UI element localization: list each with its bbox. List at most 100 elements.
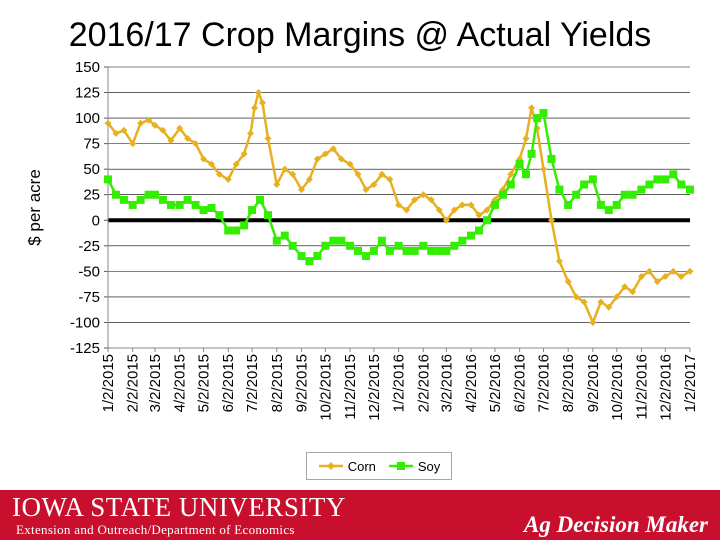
- corn-point: [104, 119, 112, 127]
- soy-point: [435, 246, 444, 255]
- y-tick-label: 75: [83, 136, 100, 153]
- y-tick-label: -25: [78, 238, 100, 255]
- chart-plot: 150 125 100 75 50 25 0 -25 -50 -75 -100 -125 1/2/20…: [25, 59, 699, 421]
- x-tick-label: 6/2/2015: [220, 354, 237, 412]
- corn-point: [254, 89, 262, 97]
- corn-point: [120, 126, 128, 134]
- x-tick-label: 3/2/2015: [147, 354, 164, 412]
- corn-point: [395, 201, 403, 209]
- corn-point: [313, 155, 321, 163]
- soy-point: [467, 231, 476, 240]
- y-tick-label: 50: [83, 161, 100, 178]
- corn-point: [264, 135, 272, 143]
- corn-point: [250, 104, 258, 112]
- corn-point: [289, 170, 297, 178]
- corn-point: [458, 201, 466, 209]
- soy-point: [104, 175, 112, 184]
- corn-point: [419, 191, 427, 199]
- soy-point: [475, 226, 484, 235]
- corn-point: [555, 257, 563, 265]
- x-tick-label: 2/2/2016: [415, 354, 432, 412]
- soy-point: [297, 252, 306, 261]
- corn-point: [435, 206, 443, 214]
- soy-point: [482, 216, 491, 225]
- corn-point: [669, 267, 677, 275]
- x-tick-label: 6/2/2016: [512, 354, 529, 412]
- soy-point: [394, 241, 403, 250]
- series: [104, 89, 694, 326]
- soy-point: [402, 246, 411, 255]
- corn-point: [411, 196, 419, 204]
- soy-point: [144, 190, 153, 199]
- corn-point: [167, 137, 175, 145]
- corn-point: [427, 196, 435, 204]
- legend-item-soy: Soy: [388, 459, 440, 474]
- x-tick-label: 10/2/2015: [317, 354, 334, 421]
- corn-point: [247, 129, 255, 137]
- soy-point: [353, 246, 362, 255]
- series-line-soy: [106, 111, 691, 263]
- corn-point: [572, 293, 580, 301]
- soy-point: [427, 246, 436, 255]
- corn-point: [613, 293, 621, 301]
- x-tick-label: 9/2/2016: [585, 354, 602, 412]
- soy-point: [329, 236, 338, 245]
- y-tick-labels: 150 125 100 75 50 25 0 -25 -50 -75 -100 -125: [70, 59, 100, 357]
- corn-point: [208, 160, 216, 168]
- x-tick-label: 1/2/2017: [682, 354, 699, 412]
- soy-point: [215, 211, 224, 220]
- corn-point: [176, 124, 184, 132]
- corn-legend-swatch: [318, 462, 343, 470]
- corn-point: [597, 298, 605, 306]
- soy-point: [521, 170, 530, 179]
- corn-point: [653, 278, 661, 286]
- soy-point: [183, 195, 192, 204]
- soy-point: [111, 190, 120, 199]
- x-tick-label: 11/2/2016: [633, 354, 650, 420]
- corn-point: [297, 186, 305, 194]
- soy-point: [419, 241, 428, 250]
- y-tick-label: 25: [83, 187, 100, 204]
- corn-point: [540, 165, 548, 173]
- soy-point: [620, 190, 629, 199]
- legend-item-corn: Corn: [318, 459, 376, 474]
- soy-point: [515, 160, 524, 169]
- soy-legend-swatch: [388, 462, 413, 470]
- corn-point: [547, 216, 555, 224]
- series-soy: [104, 108, 694, 266]
- legend-label-soy: Soy: [417, 458, 441, 474]
- soy-point: [564, 200, 573, 209]
- corn-point: [483, 206, 491, 214]
- soy-point: [346, 241, 355, 250]
- corn-point: [677, 272, 685, 280]
- corn-point: [192, 140, 200, 148]
- soy-point: [580, 180, 589, 189]
- soy-point: [533, 114, 542, 123]
- soy-point: [305, 257, 314, 266]
- soy-point: [596, 200, 605, 209]
- legend-label-corn: Corn: [347, 458, 376, 474]
- corn-point: [467, 201, 475, 209]
- corn-point: [450, 206, 458, 214]
- soy-point: [264, 211, 273, 220]
- y-tick-label: -75: [78, 289, 100, 306]
- footer-banner: IOWA STATE UNIVERSITY Extension and Outr…: [0, 490, 720, 540]
- x-tick-labels: 1/2/2015 2/2/2015 3/2/2015 4/2/2015 5/2/2015…: [100, 354, 699, 421]
- soy-point: [119, 195, 128, 204]
- corn-point: [645, 267, 653, 275]
- corn-point: [686, 267, 694, 275]
- corn-point: [378, 170, 386, 178]
- soy-point: [369, 246, 378, 255]
- soy-point: [450, 241, 459, 250]
- corn-point: [159, 126, 167, 134]
- corn-point: [346, 160, 354, 168]
- x-tick-label: 5/2/2015: [196, 354, 213, 412]
- corn-point: [224, 175, 232, 183]
- soy-point: [637, 185, 646, 194]
- y-axis-label: $ per acre: [25, 169, 44, 246]
- x-tick-label: 1/2/2015: [100, 354, 117, 412]
- soy-point: [661, 175, 670, 184]
- x-tick-label: 8/2/2016: [560, 354, 577, 412]
- soy-point: [377, 236, 386, 245]
- soy-point: [555, 185, 564, 194]
